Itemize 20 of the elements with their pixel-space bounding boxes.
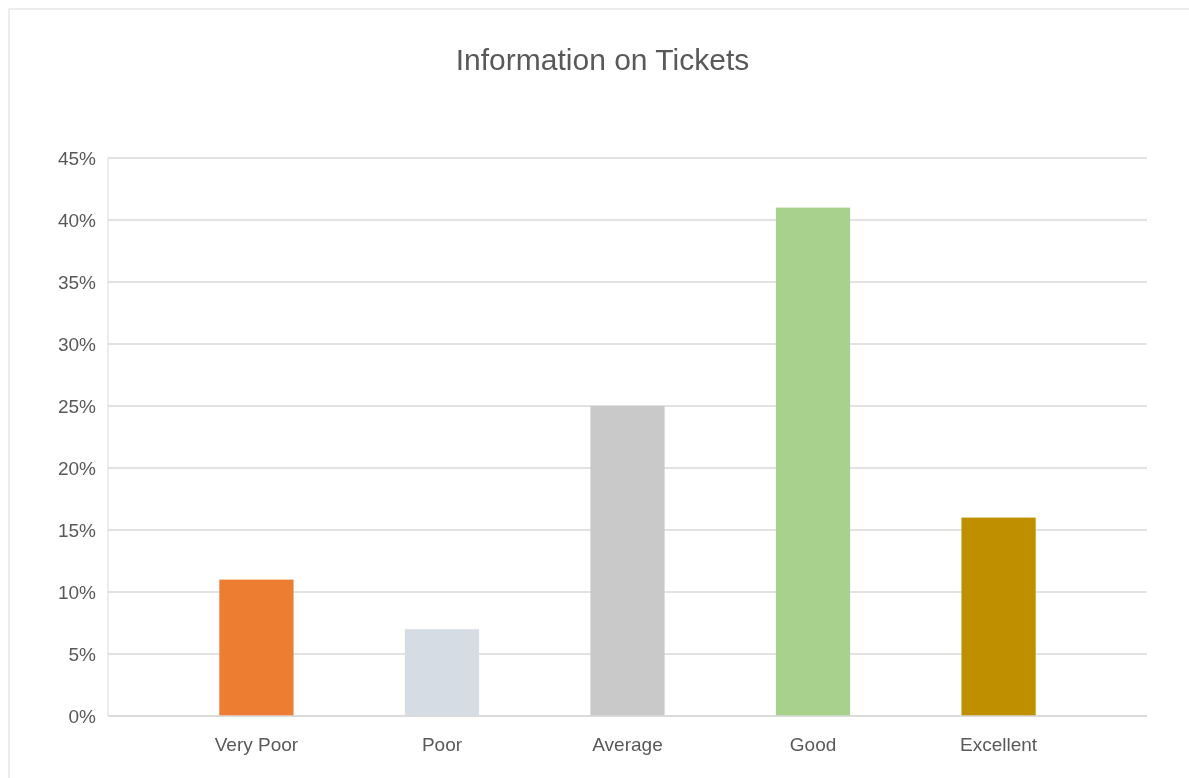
x-tick-label: Very Poor	[214, 734, 299, 755]
x-tick-label: Excellent	[960, 734, 1038, 755]
chart-title: Information on Tickets	[455, 43, 750, 76]
x-tick-label: Poor	[421, 734, 463, 755]
y-tick-label: 20%	[57, 457, 97, 479]
x-tick-label: Good	[789, 734, 837, 755]
y-tick-label: 30%	[57, 333, 97, 355]
y-tick-label: 15%	[57, 519, 97, 541]
y-tick-label: 5%	[68, 643, 97, 665]
bar	[961, 517, 1036, 716]
y-tick-label: 40%	[57, 209, 97, 231]
bar	[219, 579, 294, 716]
y-tick-label: 25%	[57, 395, 97, 417]
y-tick-label: 0%	[68, 705, 97, 727]
bar	[590, 406, 665, 716]
y-tick-label: 45%	[57, 147, 97, 169]
bar	[775, 207, 851, 716]
y-tick-label: 10%	[57, 581, 97, 603]
y-tick-label: 35%	[57, 271, 97, 293]
x-tick-label: Average	[592, 734, 663, 755]
